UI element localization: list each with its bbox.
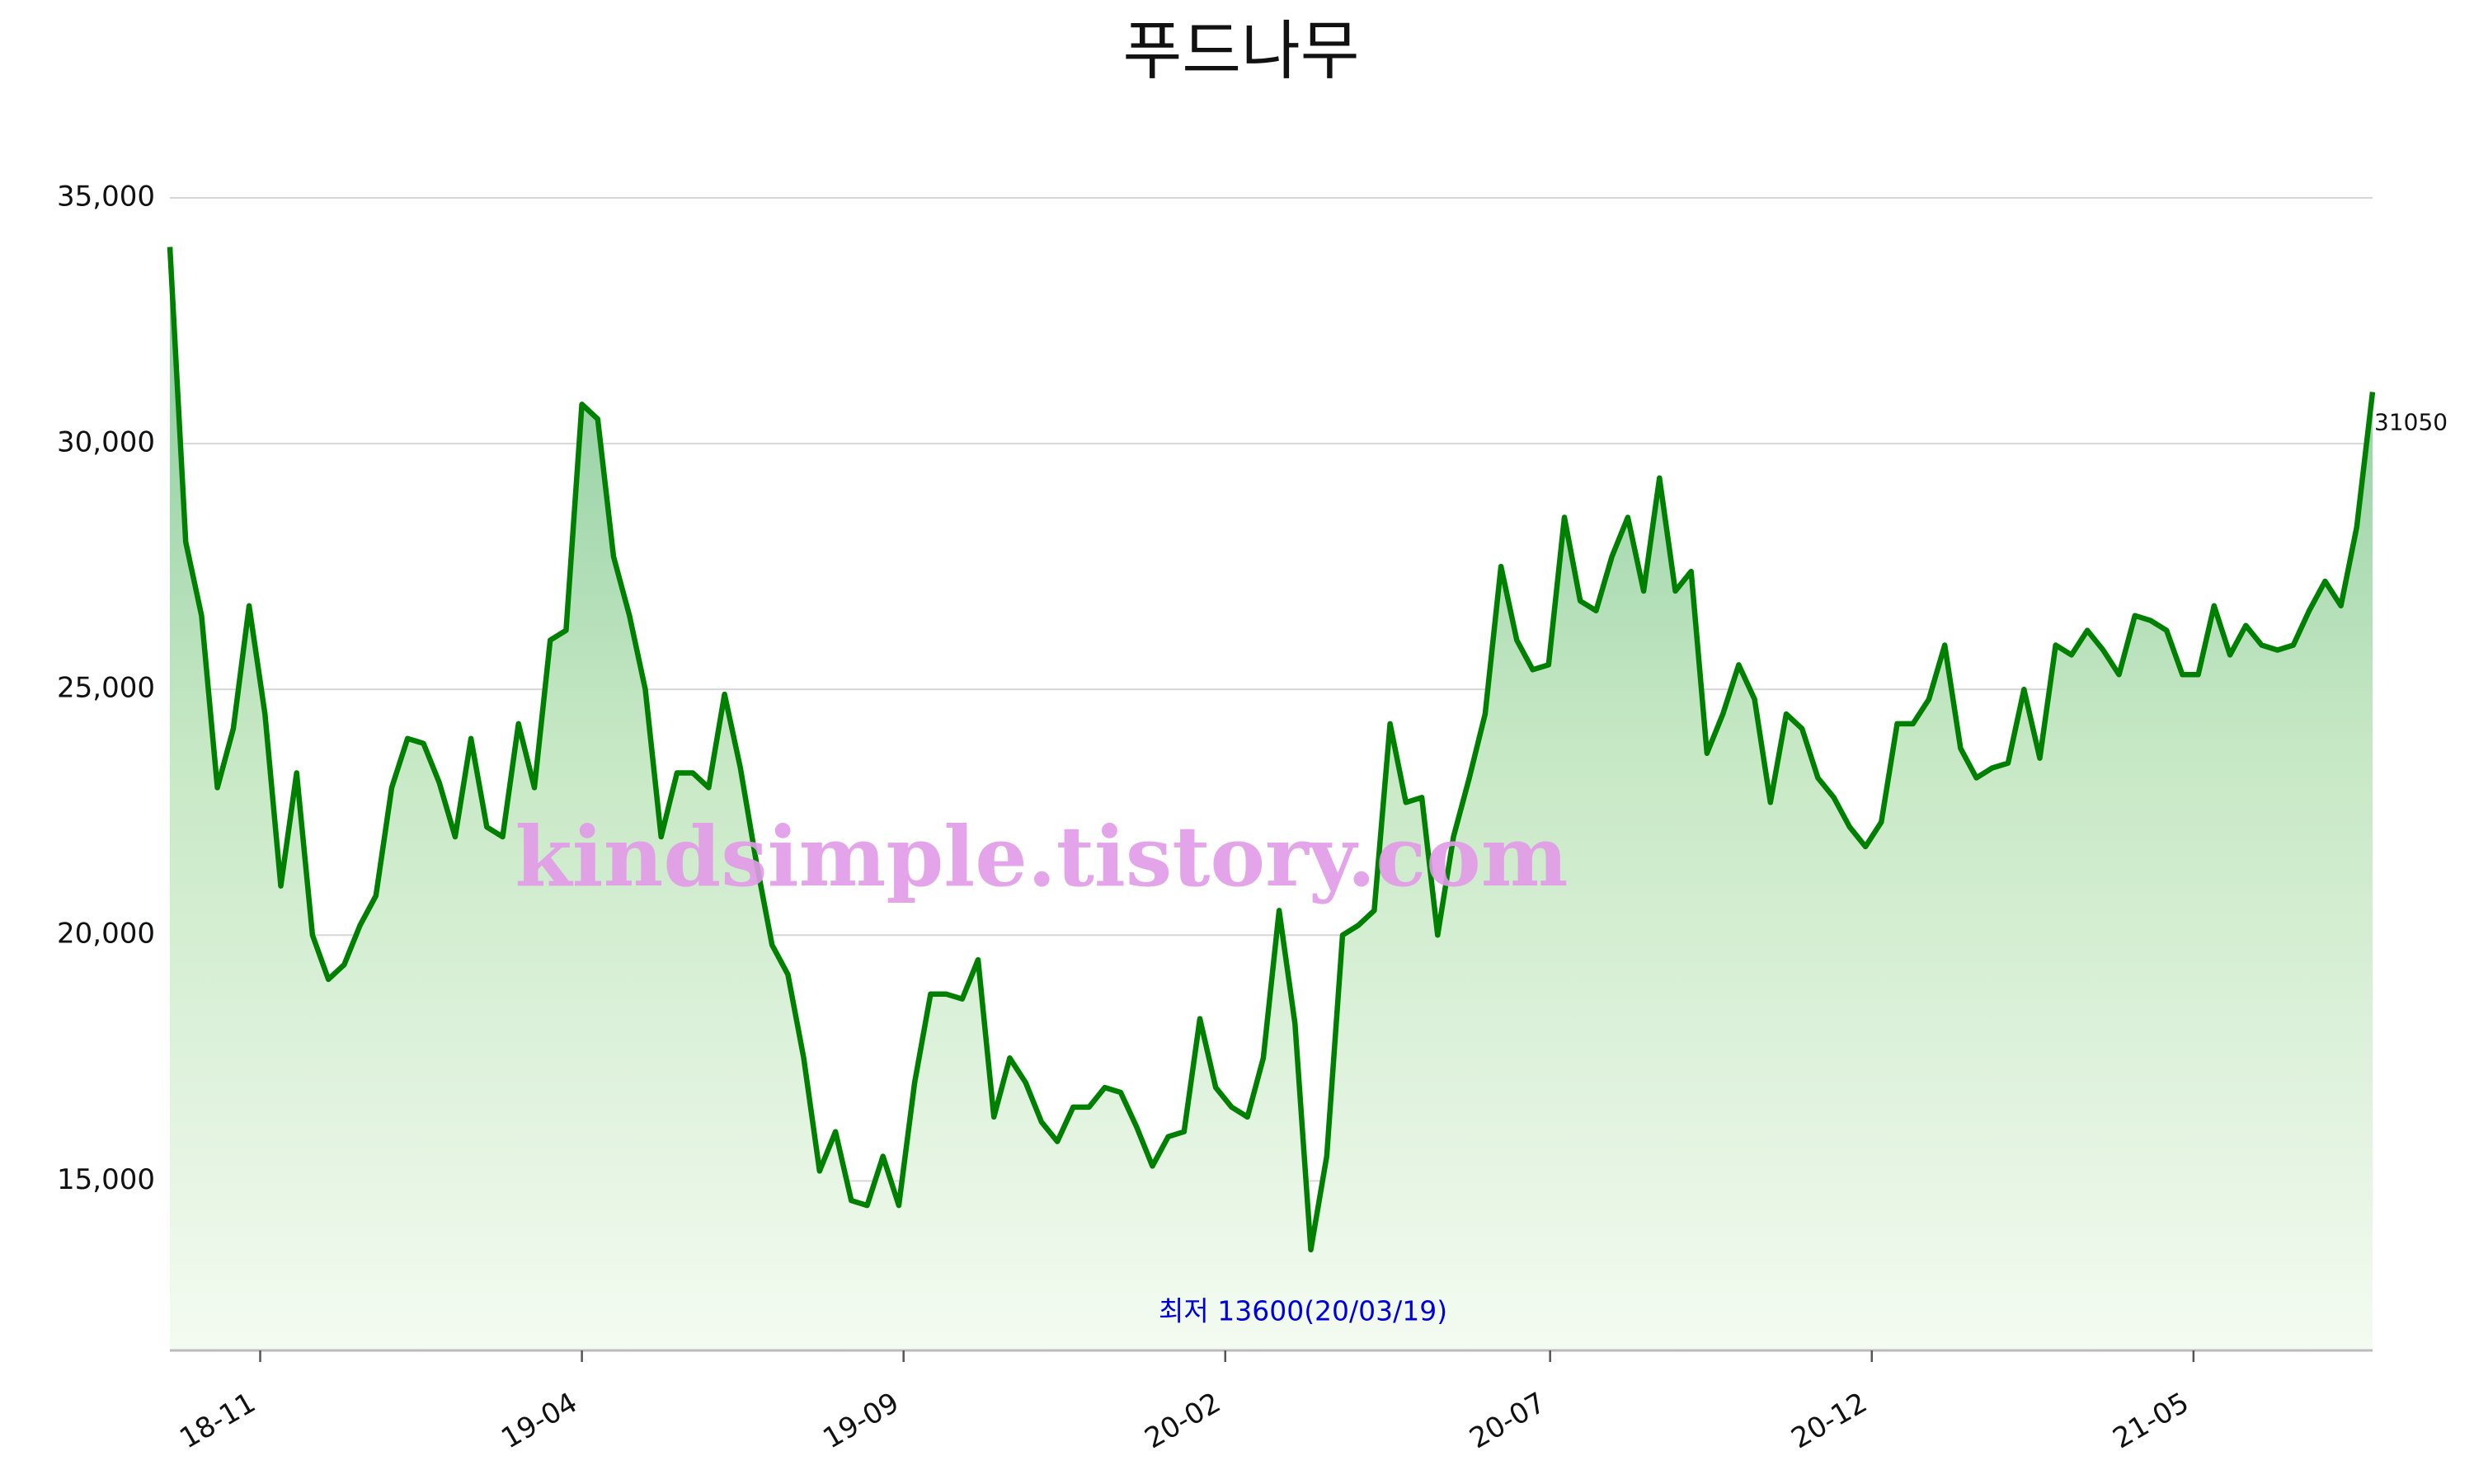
y-tick-label: 25,000 <box>57 672 155 705</box>
price-line <box>167 247 2376 1253</box>
x-tick-label: 18-11 <box>174 1386 261 1455</box>
chart-title: 푸드나무 <box>1122 14 1359 88</box>
y-tick-label: 30,000 <box>57 426 155 459</box>
x-tick-label: 19-09 <box>817 1386 905 1455</box>
x-tick-label: 21-05 <box>2108 1386 2195 1455</box>
min-annotation: 최저 13600(20/03/19) <box>1159 1294 1447 1327</box>
y-tick-label: 20,000 <box>57 918 155 951</box>
area <box>170 247 2373 1351</box>
last-value-label: 31050 <box>2374 408 2448 435</box>
x-tick-label: 20-02 <box>1139 1386 1226 1455</box>
x-tick-label: 20-12 <box>1785 1386 1873 1455</box>
y-tick-label: 15,000 <box>57 1163 155 1196</box>
x-tick-label: 20-07 <box>1464 1386 1551 1455</box>
y-tick-label: 35,000 <box>57 181 155 214</box>
watermark: kindsimple.tistory.com <box>515 808 1568 905</box>
x-tick-label: 19-04 <box>496 1386 583 1455</box>
